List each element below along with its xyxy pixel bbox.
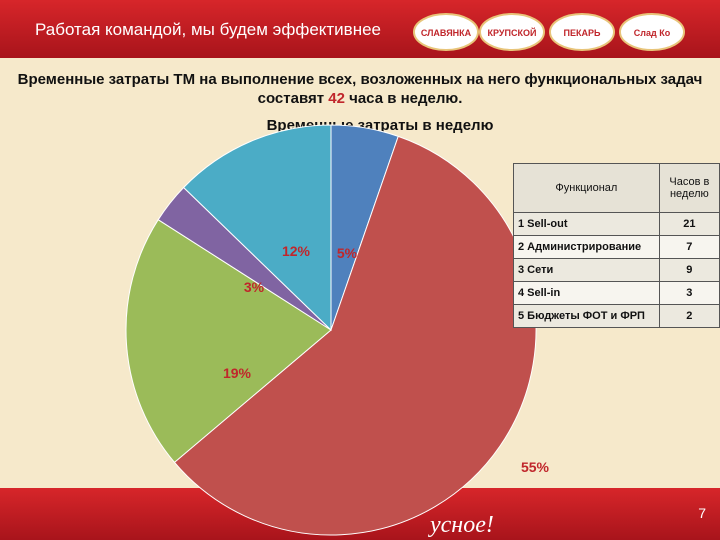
table-row: 5 Бюджеты ФОТ и ФРП 2 — [513, 304, 720, 328]
brand-name: Слад Ко — [634, 28, 671, 38]
heading-highlight: 42 — [328, 90, 345, 107]
slice-label: 5% — [337, 245, 358, 261]
heading: Временные затраты ТМ на выполнение всех,… — [10, 70, 710, 108]
table-cell: 9 — [658, 258, 720, 282]
table-cell: 21 — [658, 212, 720, 236]
page-number: 7 — [698, 505, 706, 521]
brand-name: СЛАВЯНКА — [421, 28, 472, 38]
slice-label: 55% — [521, 459, 550, 475]
brand-name: ПЕКАРЬ — [564, 28, 601, 38]
table-header: Часов в неделю — [658, 163, 720, 213]
table-header: Функционал — [513, 163, 660, 213]
brand-badge — [549, 13, 615, 51]
function-table: Функционал Часов в неделю 1 Sell-out 21 2 А… — [513, 163, 720, 328]
brand-badge — [479, 13, 545, 51]
brand-badge — [413, 13, 479, 51]
heading-text: часа в неделю. — [344, 90, 463, 107]
brand-badge — [619, 13, 685, 51]
pie-slice — [182, 124, 332, 332]
pie-slice — [125, 219, 332, 464]
slogan: усное! — [428, 512, 494, 538]
table-row: 2 Администрирование 7 — [513, 235, 720, 259]
slice-label: 3% — [244, 279, 265, 295]
header-title: Работая командой, мы будем эффективнее — [35, 20, 381, 39]
table-row: 4 Sell-in 3 — [513, 281, 720, 305]
table-cell: 3 Сети — [513, 258, 660, 282]
brand-name: КРУПСКОЙ — [488, 27, 537, 38]
table-row: 1 Sell-out 21 — [513, 212, 720, 236]
table-cell: 2 — [658, 304, 720, 328]
slice-label: 12% — [282, 243, 311, 259]
heading-text: Временные затраты ТМ на выполнение всех,… — [17, 71, 703, 107]
table-cell: 5 Бюджеты ФОТ и ФРП — [513, 304, 660, 328]
brand-logos: СЛАВЯНКА КРУПСКОЙ ПЕКАРЬ Слад Ко — [413, 13, 685, 51]
slice-label: 19% — [223, 365, 252, 381]
table-cell: 2 Администрирование — [513, 235, 660, 259]
table-cell: 3 — [658, 281, 720, 305]
table-cell: 4 Sell-in — [513, 281, 660, 305]
pie-slice — [173, 135, 537, 536]
table-cell: 7 — [658, 235, 720, 259]
table-row: 3 Сети 9 — [513, 258, 720, 282]
table-cell: 1 Sell-out — [513, 212, 660, 236]
pie: 5% 55% 19% 3% 12% — [125, 124, 550, 536]
